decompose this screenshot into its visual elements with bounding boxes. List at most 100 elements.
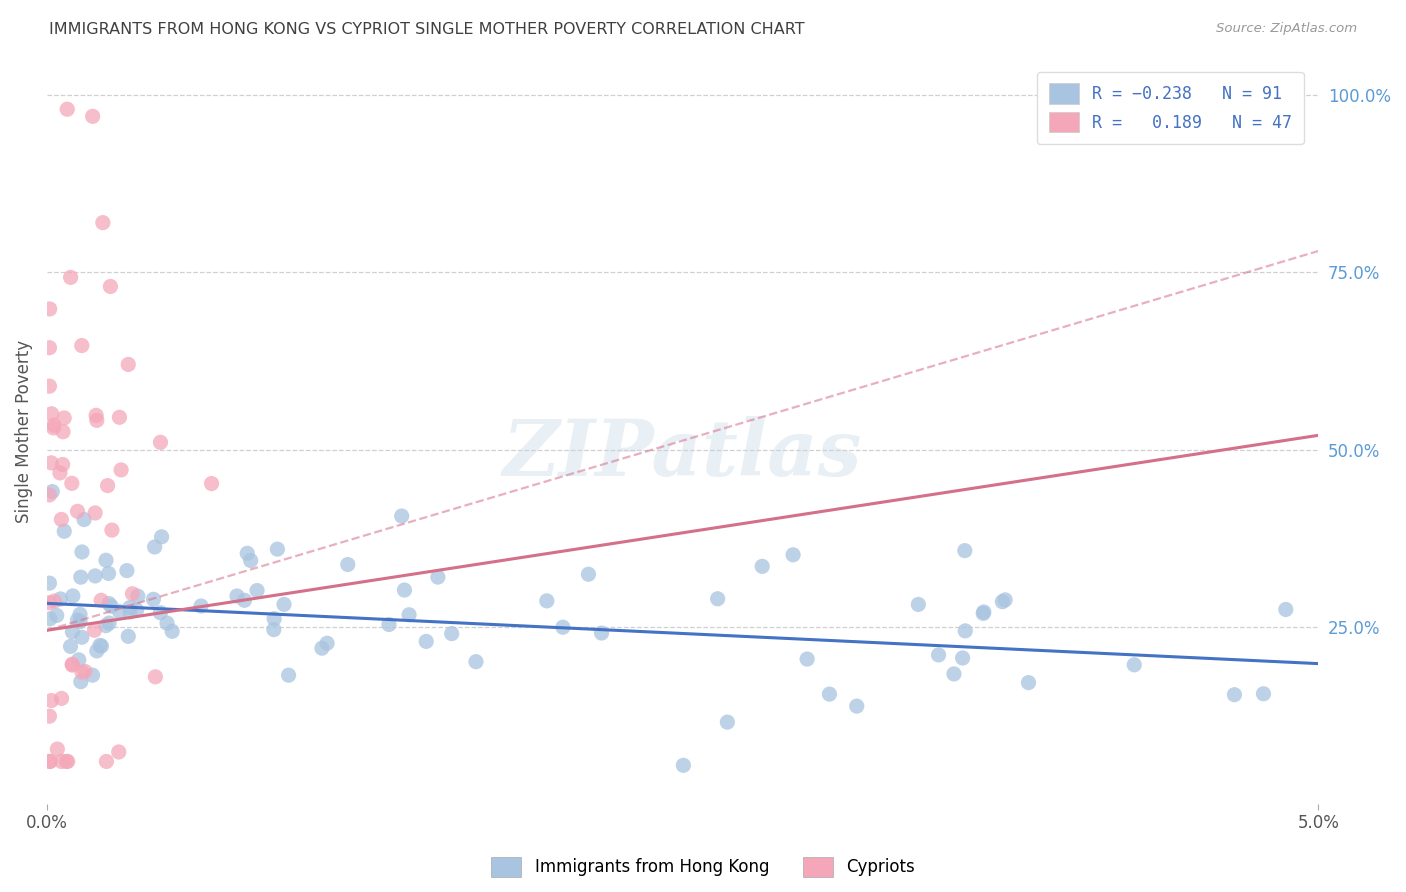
Point [117, 629, 139, 643]
Point [672, 758, 695, 772]
Point [120, 605, 142, 619]
Point [70, 338, 93, 352]
Point [1018, 675, 1040, 690]
Point [39, 755, 62, 769]
Point [51, 691, 73, 706]
Point [38, 341, 60, 355]
Point [53, 524, 76, 539]
Point [149, 606, 172, 620]
Point [233, 593, 256, 607]
Point [316, 636, 339, 650]
Point [83, 624, 105, 638]
Point [1223, 688, 1246, 702]
Point [84, 506, 107, 520]
Y-axis label: Single Mother Poverty: Single Mother Poverty [15, 340, 32, 524]
Point [59, 270, 82, 285]
Point [426, 570, 449, 584]
Point [97, 566, 120, 581]
Point [190, 599, 212, 613]
Point [94, 553, 117, 567]
Point [38, 576, 60, 591]
Point [266, 542, 288, 557]
Point [39, 456, 62, 470]
Point [108, 605, 131, 619]
Point [378, 617, 401, 632]
Point [226, 589, 249, 603]
Point [62, 624, 84, 639]
Point [973, 605, 995, 619]
Point [66, 613, 89, 627]
Point [239, 553, 262, 567]
Point [156, 616, 179, 631]
Legend: R = −0.238   N = 91, R =   0.189   N = 47: R = −0.238 N = 91, R = 0.189 N = 47 [1036, 71, 1303, 144]
Point [336, 558, 359, 572]
Point [98, 615, 121, 630]
Point [246, 583, 269, 598]
Point [38, 596, 60, 610]
Point [118, 600, 141, 615]
Point [62, 589, 84, 603]
Point [928, 648, 950, 662]
Point [94, 618, 117, 632]
Point [1274, 602, 1296, 616]
Legend: Immigrants from Hong Kong, Cypriots: Immigrants from Hong Kong, Cypriots [485, 850, 921, 884]
Point [60, 476, 83, 491]
Point [70, 630, 93, 644]
Point [84, 409, 107, 423]
Point [782, 548, 804, 562]
Point [125, 603, 148, 617]
Point [142, 592, 165, 607]
Point [96, 755, 118, 769]
Point [60, 658, 83, 673]
Point [160, 624, 183, 639]
Point [108, 410, 131, 425]
Point [953, 543, 976, 558]
Point [415, 634, 437, 648]
Point [391, 509, 413, 524]
Point [42, 418, 65, 433]
Point [41, 484, 63, 499]
Point [551, 620, 574, 634]
Point [41, 693, 63, 707]
Point [49, 466, 72, 480]
Point [66, 504, 89, 518]
Point [273, 598, 295, 612]
Point [145, 670, 167, 684]
Point [89, 638, 111, 652]
Point [143, 540, 166, 554]
Point [60, 657, 83, 672]
Point [86, 413, 108, 427]
Point [100, 599, 122, 614]
Point [149, 435, 172, 450]
Point [69, 570, 91, 584]
Point [100, 279, 122, 293]
Point [440, 626, 463, 640]
Point [56, 102, 79, 116]
Point [69, 674, 91, 689]
Point [82, 109, 104, 123]
Point [955, 624, 977, 638]
Point [110, 463, 132, 477]
Point [73, 512, 96, 526]
Point [907, 598, 929, 612]
Point [69, 615, 91, 629]
Point [536, 594, 558, 608]
Point [51, 512, 73, 526]
Point [236, 546, 259, 560]
Point [716, 715, 738, 730]
Point [578, 567, 600, 582]
Point [42, 421, 65, 435]
Point [52, 458, 75, 472]
Point [38, 755, 60, 769]
Point [52, 425, 75, 439]
Point [38, 379, 60, 393]
Point [277, 668, 299, 682]
Point [115, 564, 138, 578]
Point [98, 597, 121, 611]
Point [67, 653, 90, 667]
Point [97, 478, 120, 492]
Point [49, 591, 72, 606]
Point [53, 411, 76, 425]
Point [70, 545, 93, 559]
Point [465, 655, 488, 669]
